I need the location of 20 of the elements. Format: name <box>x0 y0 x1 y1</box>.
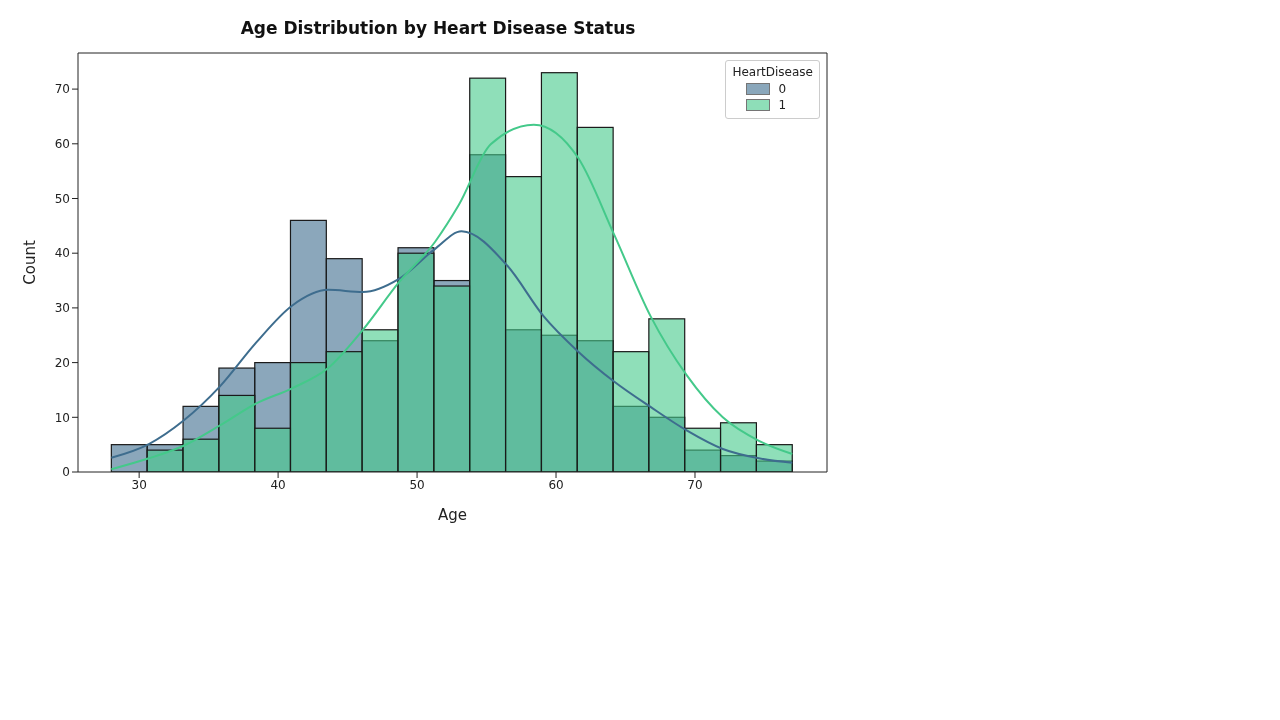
x-tick-label: 30 <box>131 477 147 492</box>
y-tick-label: 50 <box>54 191 70 206</box>
y-tick-label: 30 <box>54 301 70 316</box>
legend-title: HeartDisease <box>732 65 813 79</box>
x-axis-title: Age <box>437 506 468 524</box>
x-tick-label: 60 <box>548 477 564 492</box>
y-tick-label: 40 <box>54 246 70 261</box>
y-tick-label: 0 <box>62 465 70 480</box>
legend-label: 1 <box>778 98 787 112</box>
y-tick-label: 60 <box>54 137 70 152</box>
x-tick-label: 40 <box>270 477 286 492</box>
chart-title: Age Distribution by Heart Disease Status <box>239 18 637 38</box>
x-tick-label: 70 <box>687 477 703 492</box>
y-tick-label: 10 <box>54 410 70 425</box>
legend-label: 0 <box>778 82 787 96</box>
y-tick-label: 20 <box>54 355 70 370</box>
x-tick-label: 50 <box>409 477 425 492</box>
y-axis-title: Count <box>21 240 40 285</box>
y-tick-label: 70 <box>54 82 70 97</box>
line-series <box>110 123 794 471</box>
